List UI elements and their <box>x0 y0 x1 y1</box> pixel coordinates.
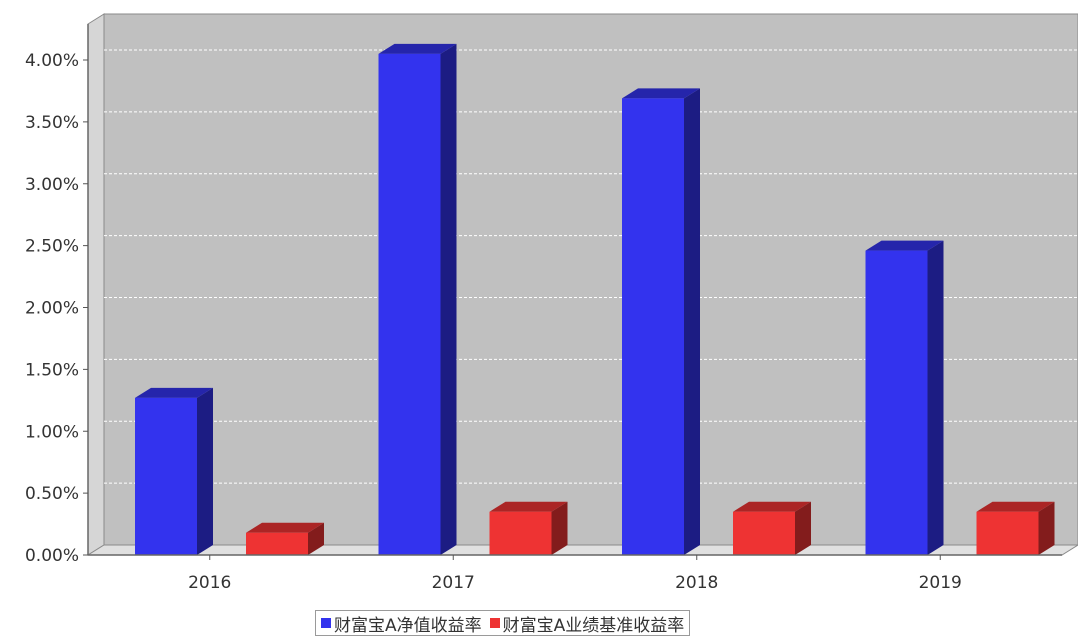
bar-2017-series-0 <box>378 43 457 555</box>
bar-side <box>440 43 457 555</box>
y-axis-ticks: 0.00% 0.50% 1.00% 1.50% 2.00% 2.50% 3.00% 3.50%… <box>25 51 88 566</box>
y-tick-label: 4.00% <box>25 51 79 71</box>
bar-2018-series-1 <box>733 501 811 555</box>
bar-front <box>622 98 684 556</box>
bar-front <box>378 53 441 555</box>
y-tick-label: 0.00% <box>25 546 79 566</box>
bar-side <box>308 522 324 555</box>
legend-swatch-series-0 <box>321 618 331 628</box>
bar-front <box>733 511 795 555</box>
bar-side <box>927 240 944 555</box>
bar-side <box>551 501 568 555</box>
bar-top <box>135 387 213 398</box>
bar-2019-series-1 <box>976 501 1055 555</box>
legend: 财富宝A净值收益率 财富宝A业绩基准收益率 <box>315 610 691 636</box>
y-tick-label: 3.50% <box>25 113 79 133</box>
legend-label-series-1: 财富宝A业绩基准收益率 <box>502 615 685 636</box>
bars <box>135 43 1055 556</box>
bar-top <box>976 501 1055 512</box>
legend-swatch-series-1 <box>489 618 500 628</box>
bar-2019-series-0 <box>865 240 944 555</box>
y-tick-label: 3.00% <box>25 175 79 195</box>
bar-2018-series-0 <box>622 88 700 556</box>
legend-label-series-0: 财富宝A净值收益率 <box>334 615 482 636</box>
bar-top <box>733 501 811 512</box>
plot-background <box>86 13 1078 556</box>
legend-item-series-0: 财富宝A净值收益率 <box>321 611 482 636</box>
bar-front <box>135 397 197 555</box>
bar-2016-series-1 <box>246 522 324 555</box>
bar-2017-series-1 <box>489 501 568 555</box>
bar-front <box>976 511 1039 555</box>
y-tick-label: 0.50% <box>25 484 79 504</box>
y-tick-label: 2.50% <box>25 237 79 257</box>
plot-side-wall <box>87 13 105 556</box>
bar-front <box>489 511 552 555</box>
bar-top <box>246 522 324 533</box>
bar-side <box>795 501 811 555</box>
bar-top <box>378 43 457 54</box>
legend-item-series-1: 财富宝A业绩基准收益率 <box>489 611 685 636</box>
bar-top <box>865 240 944 251</box>
y-tick-label: 1.50% <box>25 360 79 380</box>
bar-front <box>865 250 928 555</box>
bar-top <box>622 88 700 99</box>
y-tick-label: 2.00% <box>25 299 79 319</box>
bar-front <box>246 532 308 555</box>
x-tick-label: 2019 <box>919 573 962 593</box>
x-axis-ticks: 2016 2017 2018 2019 <box>188 555 962 593</box>
bar-2016-series-0 <box>135 387 213 555</box>
bar-side <box>1038 501 1055 555</box>
x-tick-label: 2017 <box>432 573 475 593</box>
x-tick-label: 2018 <box>675 573 718 593</box>
x-tick-label: 2016 <box>188 573 231 593</box>
bar-side <box>684 88 700 556</box>
axes <box>87 24 1062 556</box>
y-tick-label: 1.00% <box>25 422 79 442</box>
bar-top <box>489 501 568 512</box>
bar-side <box>197 387 213 555</box>
